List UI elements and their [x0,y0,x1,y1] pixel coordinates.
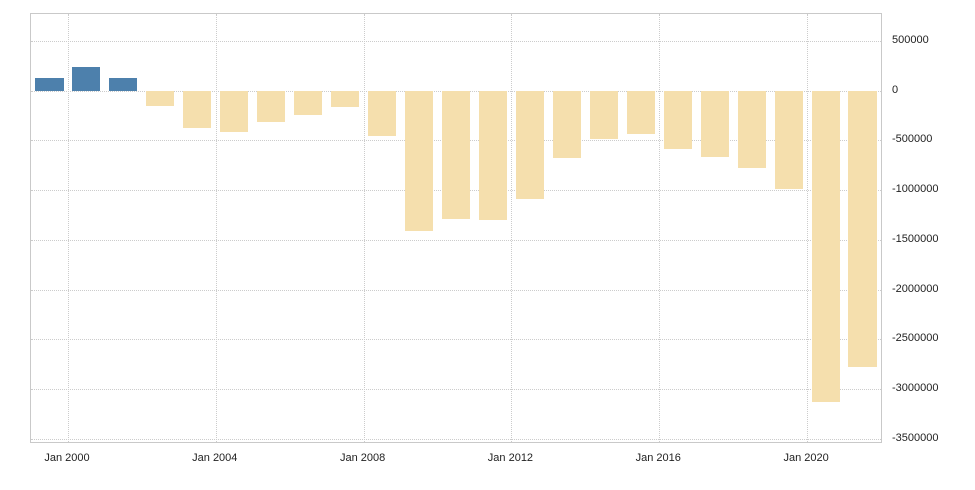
x-tick-label: Jan 2020 [783,452,829,464]
bar-2017[interactable] [700,90,729,157]
bar-2008[interactable] [368,90,397,137]
bar-2018[interactable] [737,90,766,169]
x-tick-label: Jan 2012 [487,452,534,464]
v-gridline [67,14,69,442]
x-tick-label: Jan 2008 [339,452,386,464]
v-gridline [363,14,365,442]
bar-2004[interactable] [220,90,249,132]
h-gridline [31,339,881,341]
bar-1999[interactable] [35,78,64,91]
bar-2011[interactable] [478,90,507,221]
bar-2019[interactable] [774,90,803,189]
y-tick-label: -3500000 [892,432,939,444]
h-gridline [31,289,881,291]
x-tick-label: Jan 2004 [192,452,238,464]
y-tick-label: -2500000 [892,332,939,345]
bar-2020[interactable] [811,90,840,403]
h-gridline [31,439,881,440]
bar-2016[interactable] [663,90,692,149]
bar-2005[interactable] [257,90,286,123]
y-tick-label: 0 [892,83,899,96]
bar-2006[interactable] [294,90,323,116]
y-tick-label: -500000 [892,133,933,146]
v-gridline [511,14,513,442]
bar-2014[interactable] [589,90,618,139]
bar-2003[interactable] [183,90,212,129]
bar-2021[interactable] [848,90,877,367]
bar-2010[interactable] [441,90,471,220]
v-gridline [659,14,661,442]
h-gridline [31,389,881,391]
y-tick-label: -1500000 [892,232,939,245]
y-tick-label: -2000000 [892,282,939,295]
bar-2012[interactable] [515,90,544,199]
bar-2009[interactable] [405,90,434,232]
bar-2002[interactable] [146,90,175,107]
h-gridline [31,239,881,241]
bar-2007[interactable] [331,90,360,107]
x-tick-label: Jan 2000 [44,452,90,464]
bar-2000[interactable] [72,67,101,91]
v-gridline [215,14,217,442]
y-tick-label: -1000000 [892,183,939,196]
v-gridline [807,14,809,442]
bar-2001[interactable] [109,77,138,91]
x-tick-label: Jan 2016 [635,452,681,464]
y-tick-label: 500000 [892,33,929,46]
y-tick-label: -3000000 [892,382,939,395]
bar-2015[interactable] [626,90,655,135]
plot-area [30,13,882,443]
h-gridline [31,40,881,42]
bar-2013[interactable] [552,90,581,159]
